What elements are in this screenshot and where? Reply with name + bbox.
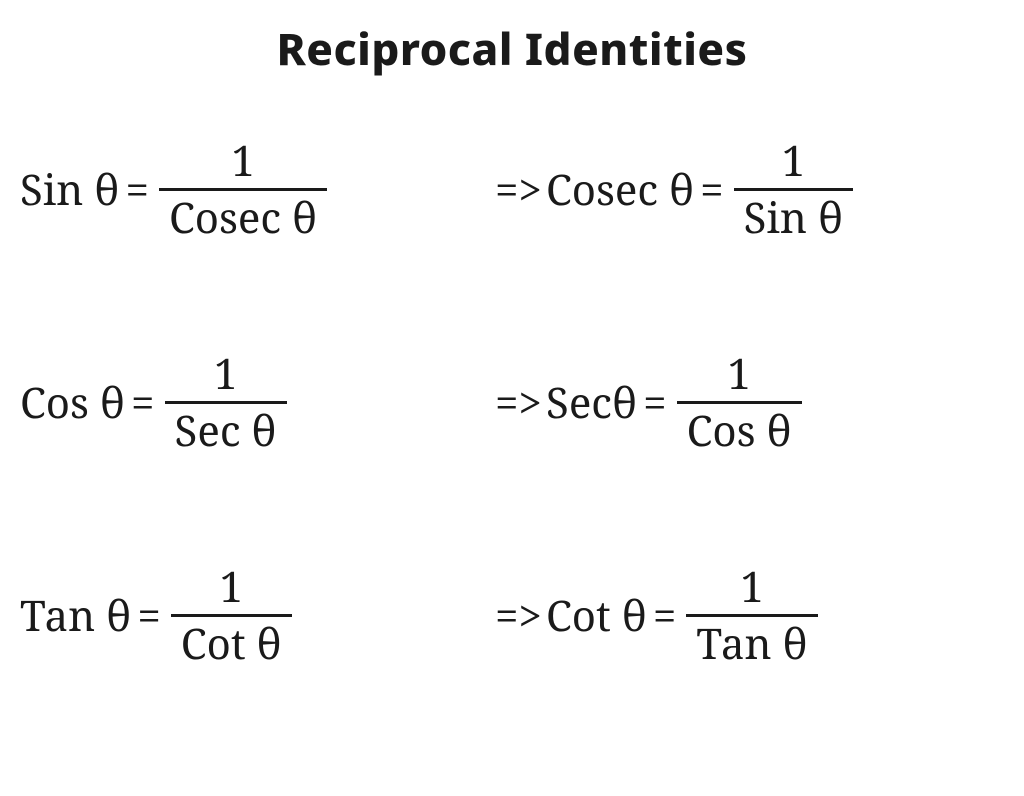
implies-arrow: => (495, 169, 546, 211)
fraction: 1 Cot θ (167, 564, 296, 667)
identity-left: Tan θ = 1 Cot θ (20, 564, 495, 667)
equals-sign: = (637, 382, 672, 424)
fraction-denominator: Tan θ (686, 621, 817, 667)
fraction-denominator: Sec θ (165, 408, 287, 454)
lhs-text: Cos θ (20, 382, 125, 424)
fraction-numerator: 1 (204, 351, 247, 397)
implies-arrow: => (495, 382, 546, 424)
fraction-numerator: 1 (730, 564, 773, 610)
lhs-text: Cosec θ (546, 169, 694, 211)
lhs-text: Tan θ (20, 595, 131, 637)
fraction-denominator: Cot θ (171, 621, 292, 667)
fraction-numerator: 1 (717, 351, 760, 397)
fraction: 1 Sin θ (730, 138, 857, 241)
identity-right: => Cosec θ = 1 Sin θ (495, 138, 1004, 241)
lhs-text: Cot θ (546, 595, 647, 637)
lhs-text: Sin θ (20, 169, 119, 211)
identity-row: Tan θ = 1 Cot θ => Cot θ = 1 Tan θ (20, 564, 1004, 667)
identity-left: Cos θ = 1 Sec θ (20, 351, 495, 454)
identity-right: => Secθ = 1 Cos θ (495, 351, 1004, 454)
fraction-denominator: Cos θ (677, 408, 802, 454)
fraction-numerator: 1 (221, 138, 264, 184)
identity-right: => Cot θ = 1 Tan θ (495, 564, 1004, 667)
equals-sign: = (131, 595, 166, 637)
page-title: Reciprocal Identities (20, 18, 1004, 78)
fraction-numerator: 1 (210, 564, 253, 610)
fraction-numerator: 1 (772, 138, 815, 184)
equals-sign: = (119, 169, 154, 211)
identity-list: Sin θ = 1 Cosec θ => Cosec θ = 1 Sin θ (20, 138, 1004, 667)
fraction-denominator: Sin θ (734, 195, 853, 241)
lhs-text: Secθ (546, 382, 637, 424)
identity-row: Sin θ = 1 Cosec θ => Cosec θ = 1 Sin θ (20, 138, 1004, 241)
implies-arrow: => (495, 595, 546, 637)
fraction: 1 Sec θ (161, 351, 291, 454)
identity-row: Cos θ = 1 Sec θ => Secθ = 1 Cos θ (20, 351, 1004, 454)
page: Reciprocal Identities Sin θ = 1 Cosec θ … (0, 0, 1024, 796)
fraction-denominator: Cosec θ (159, 195, 327, 241)
fraction: 1 Cos θ (673, 351, 806, 454)
fraction: 1 Tan θ (682, 564, 821, 667)
fraction: 1 Cosec θ (155, 138, 331, 241)
identity-left: Sin θ = 1 Cosec θ (20, 138, 495, 241)
equals-sign: = (694, 169, 729, 211)
equals-sign: = (647, 595, 682, 637)
equals-sign: = (125, 382, 160, 424)
